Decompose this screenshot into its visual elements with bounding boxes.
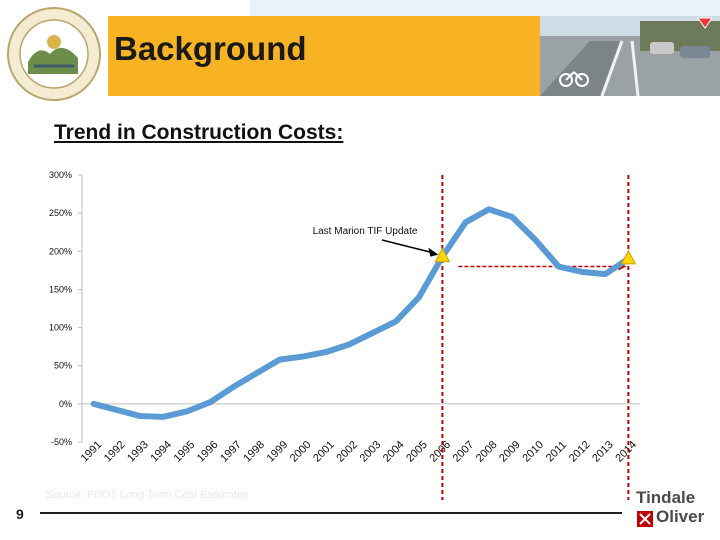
data-point: [254, 371, 258, 375]
x-tick-label: 2013: [590, 439, 616, 465]
x-tick-label: 2003: [358, 439, 384, 465]
y-tick-label: 150%: [49, 284, 72, 294]
construction-cost-chart: -50%0%50%100%150%200%250%300% 1991199219…: [49, 170, 640, 500]
brand-line-1: Tindale: [636, 488, 696, 507]
y-tick-label: 0%: [59, 399, 72, 409]
page-number: 9: [16, 506, 24, 522]
footer-divider: [40, 512, 622, 514]
x-tick-label: 2001: [311, 439, 337, 465]
data-point: [185, 409, 189, 413]
data-point: [92, 402, 96, 406]
data-point: [208, 400, 212, 404]
county-seal-logo: [4, 4, 104, 104]
highlight-triangle: [620, 249, 637, 265]
data-point: [580, 270, 584, 274]
x-tick-label: 2012: [567, 439, 593, 465]
x-tick-label: 2005: [404, 439, 430, 465]
annotation-arrow-line: [381, 239, 433, 254]
x-tick-label: 1999: [265, 439, 291, 465]
data-point: [533, 238, 537, 242]
x-tick-label: 2000: [288, 439, 314, 465]
x-tick-label: 1995: [172, 439, 198, 465]
x-tick-label: 2010: [520, 439, 546, 465]
slide-title: Background: [114, 30, 307, 67]
brand-line-2: Oliver: [656, 507, 705, 526]
data-point: [347, 342, 351, 346]
tindale-oliver-logo: Tindale Oliver: [636, 488, 716, 534]
data-point: [161, 415, 165, 419]
x-tick-label: 1994: [148, 439, 174, 465]
x-tick-label: 1993: [125, 439, 151, 465]
x-tick-label: 2007: [451, 439, 477, 465]
x-tick-label: 1996: [195, 439, 221, 465]
data-point: [301, 355, 305, 359]
data-point: [510, 215, 514, 219]
header-top-strip: [250, 0, 720, 18]
data-point: [324, 350, 328, 354]
source-note: Source: FDOT Long Term Cost Estimates: [46, 489, 249, 501]
data-point: [138, 414, 142, 418]
annotation-label: Last Marion TIF Update: [313, 226, 418, 237]
data-point: [417, 295, 421, 299]
x-tick-label: 1991: [79, 439, 105, 465]
header-band: [108, 16, 540, 96]
x-tick-label: 2002: [334, 439, 360, 465]
x-tick-label: 2008: [474, 439, 500, 465]
data-point: [115, 408, 119, 412]
y-tick-label: 200%: [49, 246, 72, 256]
y-tick-label: 250%: [49, 208, 72, 218]
x-tick-label: 2009: [497, 439, 523, 465]
y-tick-label: -50%: [51, 437, 72, 447]
x-tick-label: 1992: [102, 439, 128, 465]
x-tick-label: 1997: [218, 439, 244, 465]
highlight-triangle: [434, 247, 451, 263]
bike-lane-photo: [540, 16, 720, 96]
cost-trend-line: [90, 206, 632, 420]
annotation-arrow-head: [428, 247, 439, 257]
brand-mark-icon: [637, 511, 653, 527]
x-tick-label: 1998: [241, 439, 267, 465]
x-tick-label: 2014: [613, 439, 639, 465]
data-point: [371, 331, 375, 335]
y-tick-label: 300%: [49, 170, 72, 180]
data-point: [231, 385, 235, 389]
data-point: [557, 265, 561, 269]
y-tick-label: 100%: [49, 323, 72, 333]
data-point: [278, 358, 282, 362]
x-tick-label: 2006: [427, 439, 453, 465]
x-tick-label: 2004: [381, 439, 407, 465]
data-point: [394, 319, 398, 323]
chart-heading: Trend in Construction Costs:: [54, 121, 344, 144]
x-tick-label: 2011: [544, 439, 569, 464]
data-point: [464, 220, 468, 224]
data-point: [603, 272, 607, 276]
data-point: [487, 207, 491, 211]
y-tick-label: 50%: [54, 361, 72, 371]
